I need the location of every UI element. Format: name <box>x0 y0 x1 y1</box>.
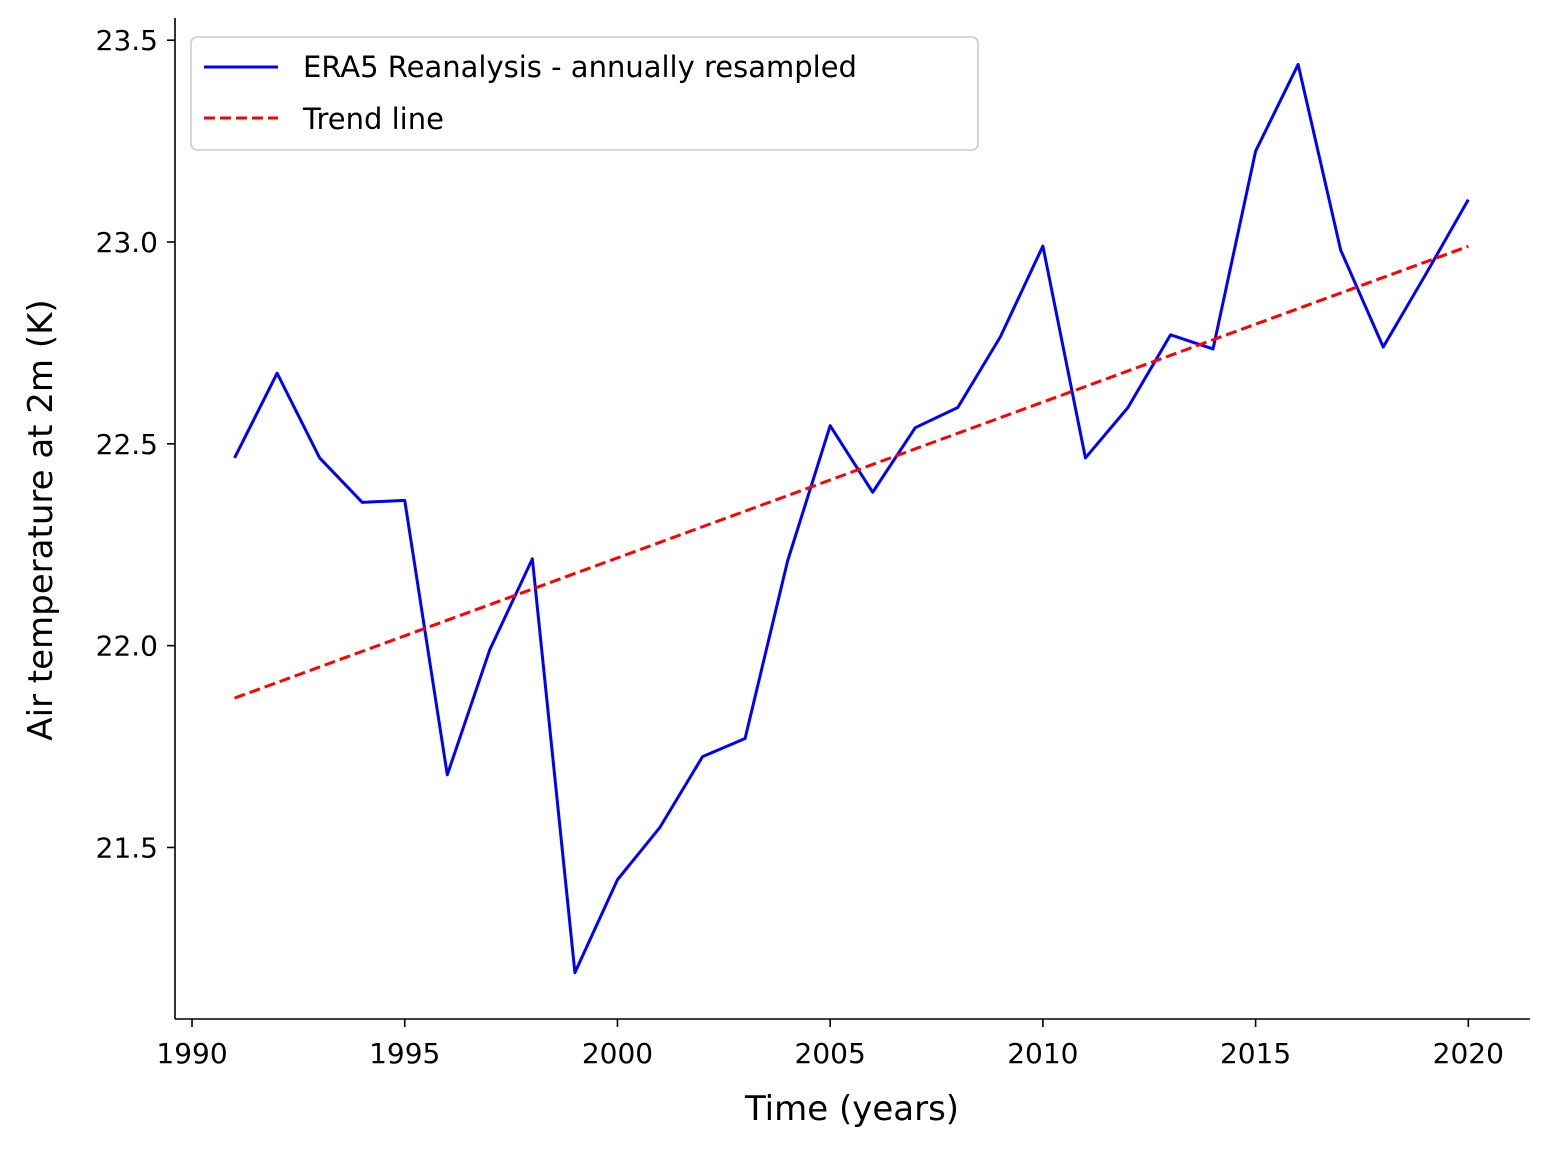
y-axis-label: Air temperature at 2m (K) <box>21 299 61 740</box>
x-tick-label: 2000 <box>582 1037 653 1070</box>
y-tick-label: 23.5 <box>96 24 158 57</box>
plot-area <box>233 62 1470 975</box>
x-tick-label: 1995 <box>369 1037 440 1070</box>
y-tick-label: 21.5 <box>96 831 158 864</box>
y-tick-label: 22.5 <box>96 428 158 461</box>
x-axis-label: Time (years) <box>744 1089 959 1129</box>
legend-label-trend: Trend line <box>302 102 444 136</box>
x-tick-label: 2015 <box>1220 1037 1291 1070</box>
x-tick-label: 2005 <box>795 1037 866 1070</box>
legend-box <box>190 36 979 151</box>
legend: ERA5 Reanalysis - annually resampled Tre… <box>190 36 979 151</box>
legend-label-era5: ERA5 Reanalysis - annually resampled <box>303 50 857 84</box>
x-tick-label: 2020 <box>1433 1037 1504 1070</box>
y-tick-label: 22.0 <box>96 630 158 663</box>
x-tick-label: 2010 <box>1007 1037 1078 1070</box>
trend-line <box>234 244 1469 700</box>
y-axis-ticks: 21.5 22.0 22.5 23.0 23.5 <box>96 24 175 864</box>
y-tick-label: 23.0 <box>96 226 158 259</box>
series-line-era5 <box>233 62 1470 975</box>
x-tick-label: 1990 <box>156 1037 227 1070</box>
x-axis-ticks: 1990 1995 2000 2005 2010 2015 2020 <box>156 1019 1504 1070</box>
